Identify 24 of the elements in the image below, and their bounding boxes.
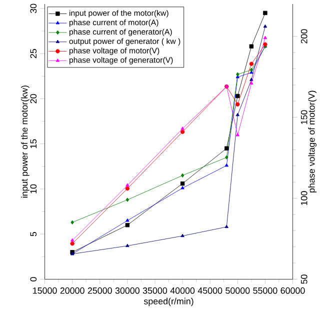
y2-tick-label: 200	[300, 29, 308, 44]
y2-tick-label: 50	[300, 274, 308, 284]
x-tick-label: 60000	[280, 288, 305, 294]
y-tick-label: 10	[30, 184, 37, 194]
y2-axis-title: phase voltage of motor(V)	[308, 90, 316, 193]
y-tick-label: 20	[30, 94, 37, 104]
y-tick-label: 25	[30, 49, 37, 58]
x-tick-label: 25000	[88, 288, 112, 294]
x-tick-label: 45000	[198, 288, 222, 294]
x-tick-label: 55000	[253, 288, 278, 294]
y-tick-label: 5	[30, 232, 37, 236]
y-tick-label: 30	[30, 4, 37, 14]
y-tick-label: 0	[30, 277, 37, 282]
x-tick-label: 20000	[60, 288, 84, 294]
x-tick-label: 40000	[170, 288, 195, 294]
x-tick-label: 35000	[142, 288, 168, 294]
x-tick-label: 50000	[226, 288, 250, 294]
x-tick-label: 30000	[115, 288, 140, 294]
y2-tick-label: 150	[300, 110, 308, 124]
x-tick-label: 15000	[33, 288, 57, 294]
y2-tick-label: 100	[300, 191, 308, 206]
y-axis-title: input power of the motor(kw)	[21, 86, 30, 198]
x-axis-title: speed(r/min)	[144, 298, 194, 306]
y-tick-label: 15	[30, 139, 37, 148]
